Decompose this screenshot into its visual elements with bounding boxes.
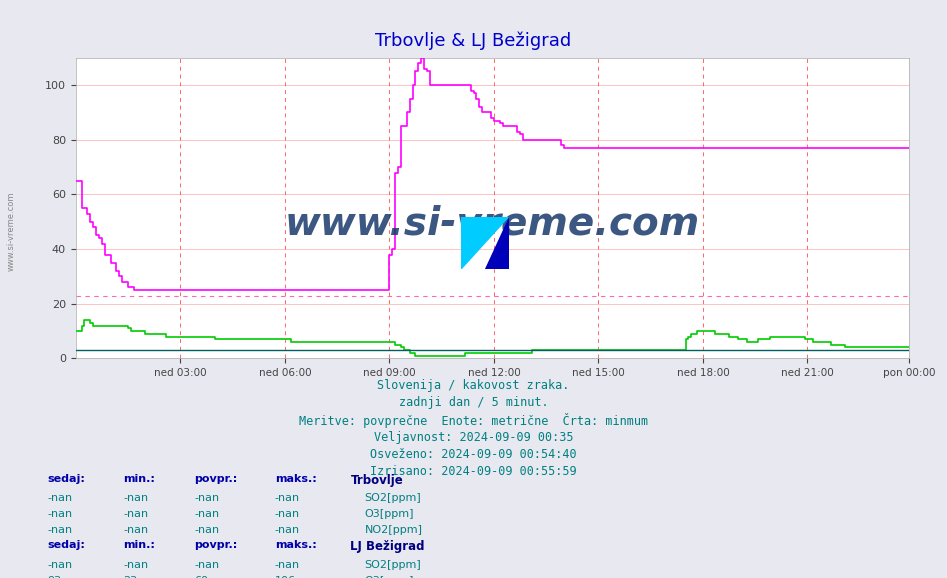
Text: SO2[ppm]: SO2[ppm] (365, 493, 421, 503)
Text: -nan: -nan (194, 493, 220, 503)
Text: 60: 60 (194, 576, 208, 578)
Text: -nan: -nan (47, 525, 73, 535)
Text: -nan: -nan (123, 560, 149, 569)
Text: -nan: -nan (123, 509, 149, 519)
Text: -nan: -nan (194, 525, 220, 535)
Text: LJ Bežigrad: LJ Bežigrad (350, 540, 425, 553)
Text: www.si-vreme.com: www.si-vreme.com (285, 204, 700, 242)
Text: -nan: -nan (47, 560, 73, 569)
Text: Izrisano: 2024-09-09 00:55:59: Izrisano: 2024-09-09 00:55:59 (370, 465, 577, 478)
Text: -nan: -nan (275, 525, 300, 535)
Text: -nan: -nan (194, 560, 220, 569)
Text: SO2[ppm]: SO2[ppm] (365, 560, 421, 569)
Text: maks.:: maks.: (275, 540, 316, 550)
Text: -nan: -nan (123, 493, 149, 503)
Polygon shape (461, 217, 509, 269)
Text: Slovenija / kakovost zraka.: Slovenija / kakovost zraka. (377, 379, 570, 391)
Text: Trbovlje: Trbovlje (350, 474, 403, 487)
Text: www.si-vreme.com: www.si-vreme.com (7, 191, 16, 271)
Text: zadnji dan / 5 minut.: zadnji dan / 5 minut. (399, 396, 548, 409)
Text: -nan: -nan (123, 525, 149, 535)
Text: -nan: -nan (275, 509, 300, 519)
Text: sedaj:: sedaj: (47, 540, 85, 550)
Text: povpr.:: povpr.: (194, 474, 238, 484)
Text: -nan: -nan (47, 493, 73, 503)
Text: 106: 106 (275, 576, 295, 578)
Text: sedaj:: sedaj: (47, 474, 85, 484)
Text: -nan: -nan (275, 493, 300, 503)
Text: Meritve: povprečne  Enote: metrične  Črta: minmum: Meritve: povprečne Enote: metrične Črta:… (299, 413, 648, 428)
Text: O3[ppm]: O3[ppm] (365, 509, 414, 519)
Text: -nan: -nan (194, 509, 220, 519)
Text: povpr.:: povpr.: (194, 540, 238, 550)
Text: Osveženo: 2024-09-09 00:54:40: Osveženo: 2024-09-09 00:54:40 (370, 448, 577, 461)
Text: min.:: min.: (123, 540, 155, 550)
Text: -nan: -nan (47, 509, 73, 519)
Text: Veljavnost: 2024-09-09 00:35: Veljavnost: 2024-09-09 00:35 (374, 431, 573, 443)
Text: O3[ppm]: O3[ppm] (365, 576, 414, 578)
Text: 93: 93 (47, 576, 62, 578)
Text: maks.:: maks.: (275, 474, 316, 484)
Text: min.:: min.: (123, 474, 155, 484)
Text: NO2[ppm]: NO2[ppm] (365, 525, 422, 535)
Polygon shape (485, 217, 509, 269)
Text: -nan: -nan (275, 560, 300, 569)
Text: Trbovlje & LJ Bežigrad: Trbovlje & LJ Bežigrad (375, 32, 572, 50)
Text: 23: 23 (123, 576, 137, 578)
